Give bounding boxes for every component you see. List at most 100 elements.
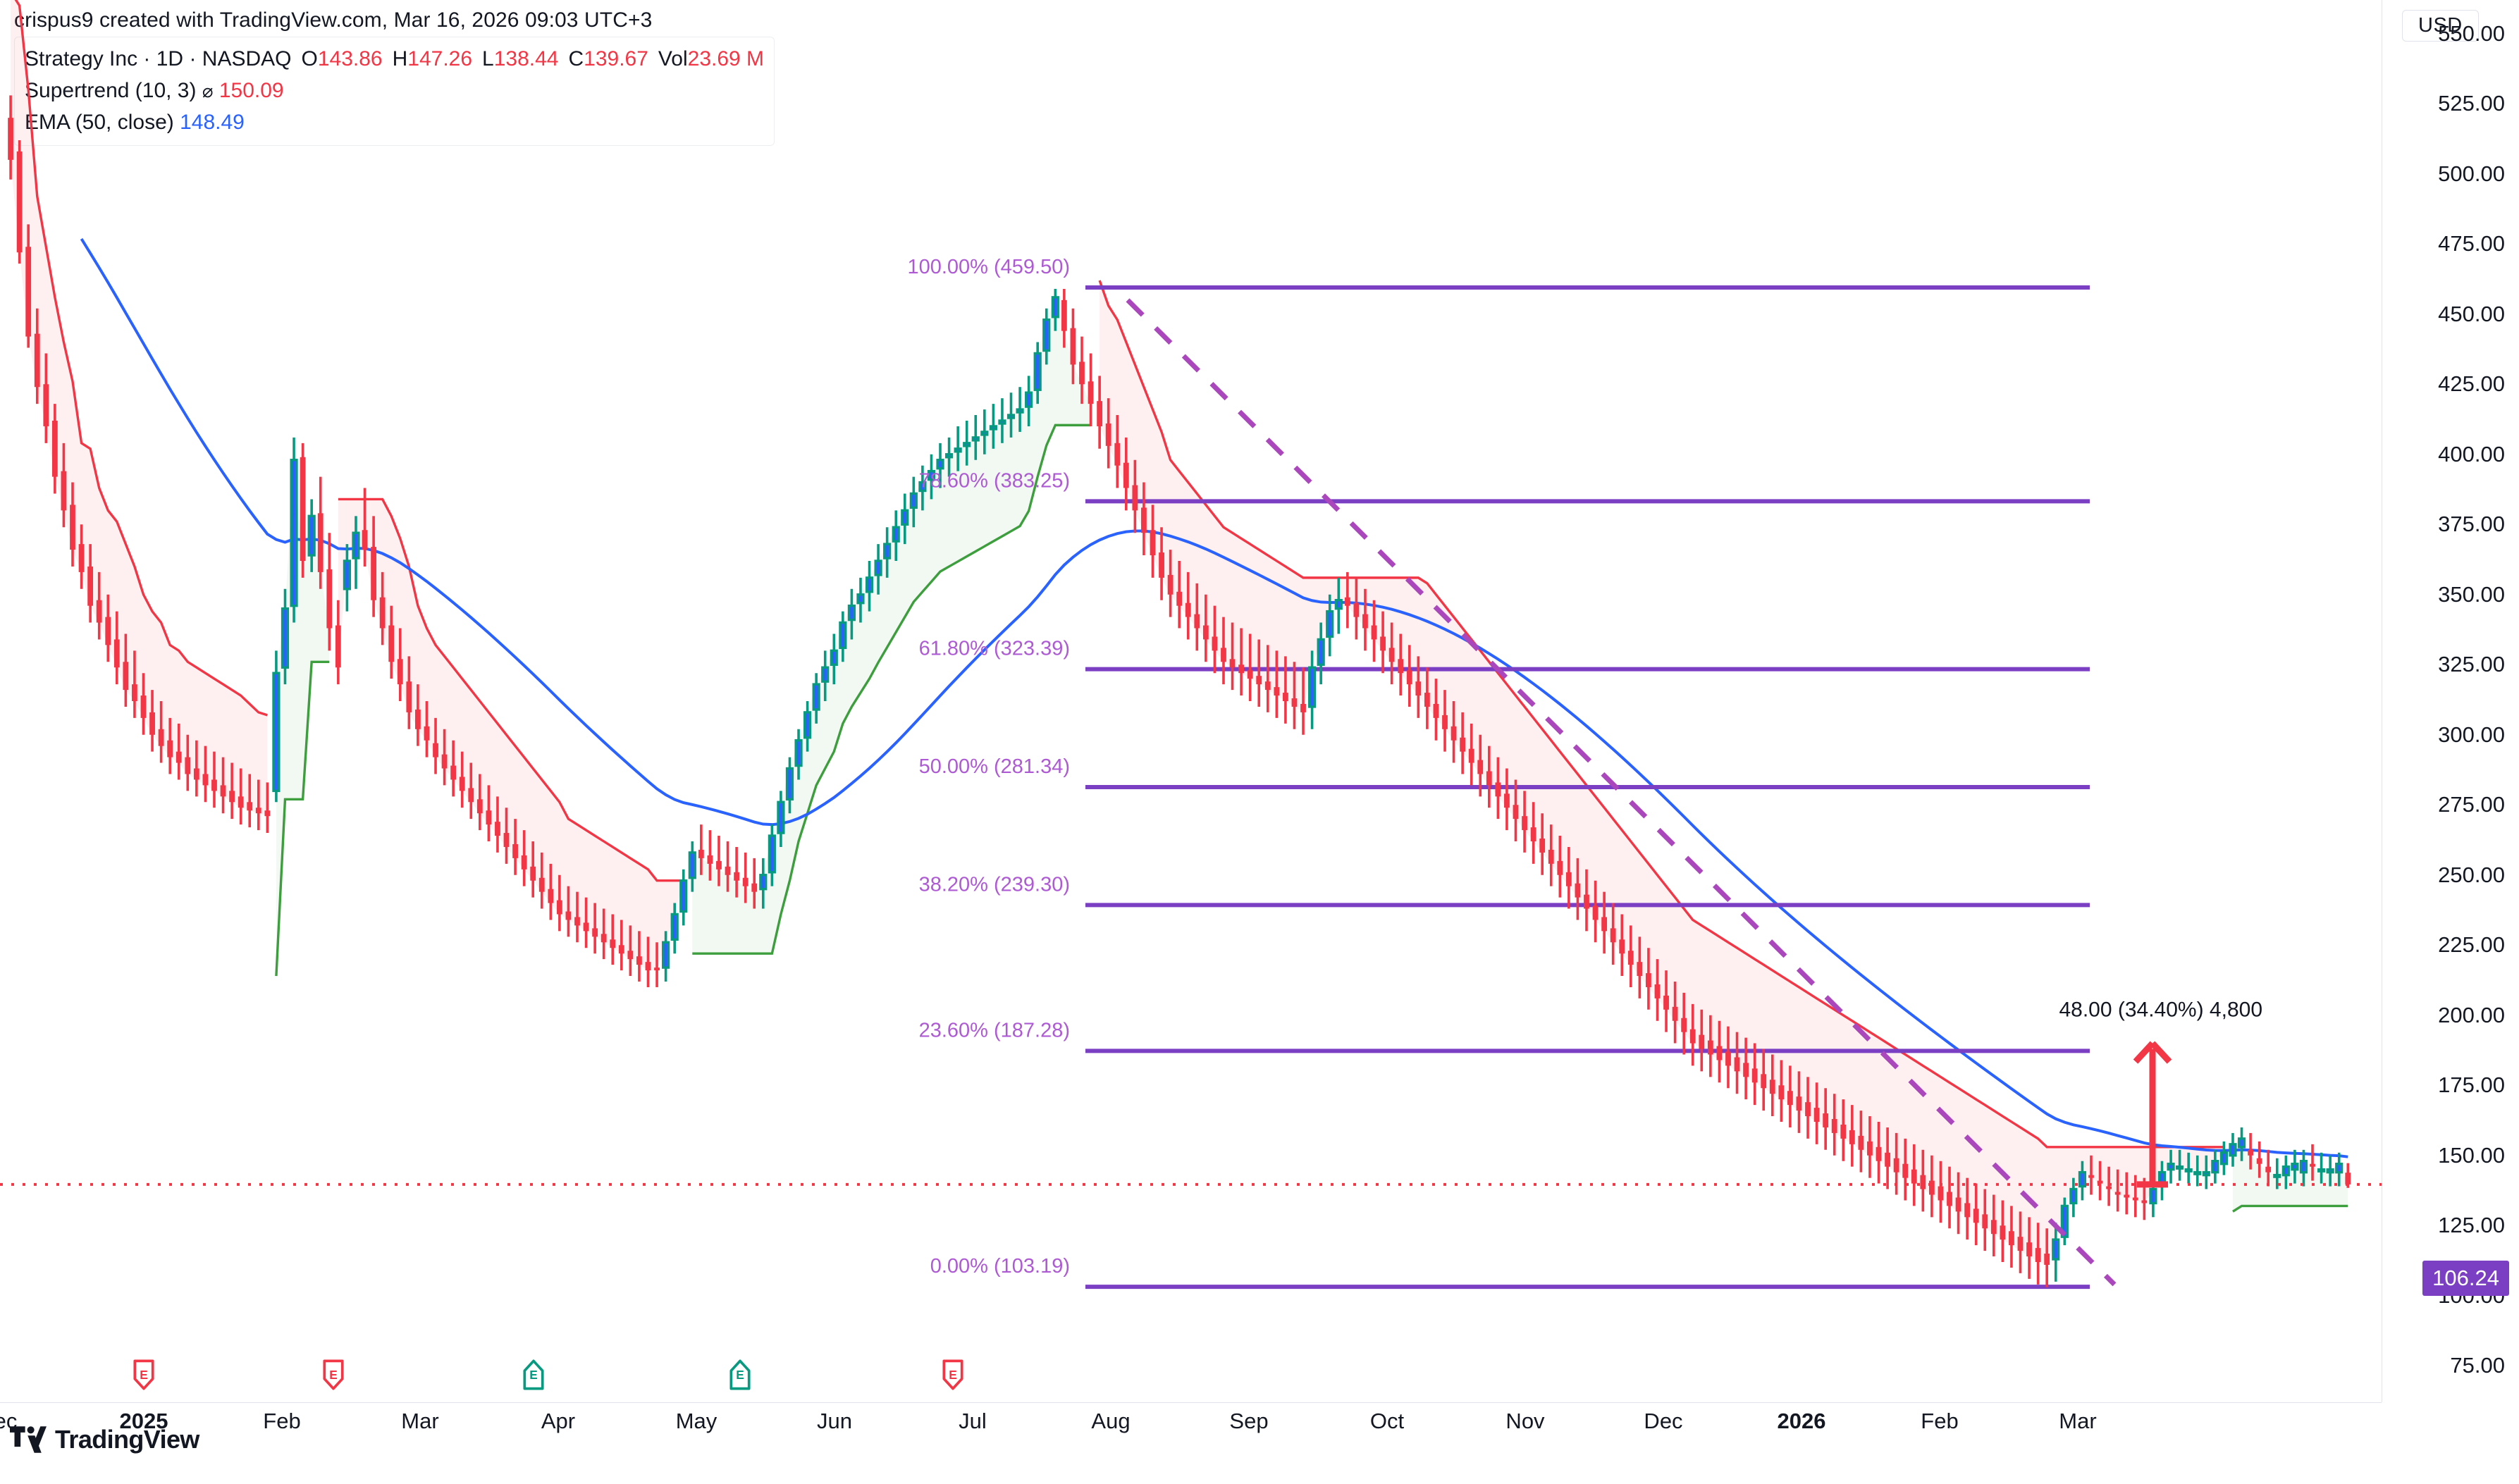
candlestick[interactable] <box>1964 1177 1971 1240</box>
candlestick[interactable] <box>2114 1169 2121 1212</box>
candlestick[interactable] <box>980 409 989 455</box>
candlestick[interactable] <box>1699 1009 1705 1072</box>
candlestick[interactable] <box>459 751 465 808</box>
candlestick[interactable] <box>2273 1158 2281 1189</box>
candlestick[interactable] <box>794 729 803 780</box>
candlestick[interactable] <box>1548 824 1554 886</box>
candlestick[interactable] <box>2219 1141 2229 1175</box>
candlestick[interactable] <box>1388 622 1395 685</box>
candlestick[interactable] <box>521 830 527 886</box>
current-price-badge[interactable]: 106.24 <box>2422 1260 2509 1296</box>
tradingview-logo[interactable]: TradingView <box>10 1425 199 1454</box>
candlestick[interactable] <box>1681 992 1687 1055</box>
candlestick[interactable] <box>406 656 412 729</box>
candlestick[interactable] <box>679 869 688 926</box>
candlestick[interactable] <box>1406 645 1412 707</box>
candlestick[interactable] <box>963 421 971 466</box>
candlestick[interactable] <box>1247 633 1253 701</box>
candlestick[interactable] <box>909 476 918 528</box>
candlestick[interactable] <box>2256 1141 2262 1178</box>
indicator-name-supertrend[interactable]: Supertrend (10, 3) <box>25 79 197 102</box>
candlestick[interactable] <box>645 936 651 987</box>
candlestick[interactable] <box>2097 1161 2103 1201</box>
candlestick[interactable] <box>441 729 448 786</box>
candlestick[interactable] <box>1867 1116 1873 1178</box>
candlestick[interactable] <box>1769 1054 1775 1117</box>
candlestick[interactable] <box>1584 869 1589 932</box>
candlestick[interactable] <box>883 527 892 578</box>
candlestick[interactable] <box>123 633 129 707</box>
candlestick[interactable] <box>583 897 589 948</box>
candlestick[interactable] <box>415 684 421 746</box>
candlestick[interactable] <box>777 791 785 847</box>
candlestick[interactable] <box>734 846 739 898</box>
candlestick[interactable] <box>307 499 316 572</box>
candlestick[interactable] <box>618 920 624 971</box>
candlestick[interactable] <box>1141 482 1147 556</box>
candlestick[interactable] <box>424 701 430 758</box>
candlestick[interactable] <box>1522 791 1527 853</box>
candlestick[interactable] <box>1088 353 1094 426</box>
candlestick[interactable] <box>592 903 598 954</box>
candlestick[interactable] <box>433 717 438 774</box>
earnings-marker-icon[interactable]: E <box>729 1359 751 1394</box>
candlestick[interactable] <box>1627 925 1634 987</box>
candlestick[interactable] <box>2291 1149 2299 1184</box>
candlestick[interactable] <box>2017 1211 2024 1273</box>
candlestick[interactable] <box>989 404 997 449</box>
candlestick[interactable] <box>688 841 696 892</box>
candlestick[interactable] <box>654 942 660 987</box>
candlestick[interactable] <box>1982 1189 1988 1251</box>
candlestick[interactable] <box>1185 571 1191 640</box>
symbol-name[interactable]: Strategy Inc <box>25 47 138 70</box>
candlestick[interactable] <box>96 571 102 640</box>
candlestick[interactable] <box>1274 650 1280 718</box>
candlestick[interactable] <box>1637 936 1643 998</box>
candlestick[interactable] <box>856 577 865 623</box>
candlestick[interactable] <box>1042 308 1051 365</box>
candlestick[interactable] <box>229 762 235 820</box>
candlestick[interactable] <box>2052 1223 2060 1282</box>
candlestick[interactable] <box>264 782 271 834</box>
candlestick[interactable] <box>1150 505 1156 578</box>
candlestick[interactable] <box>51 404 58 494</box>
candlestick[interactable] <box>892 510 900 561</box>
candlestick[interactable] <box>636 931 642 982</box>
candlestick[interactable] <box>565 886 572 937</box>
candlestick[interactable] <box>1477 734 1484 797</box>
candlestick[interactable] <box>1291 662 1298 729</box>
candlestick[interactable] <box>2229 1132 2237 1167</box>
candlestick[interactable] <box>2035 1223 2041 1285</box>
long-position-annotation-layer[interactable]: 48.00 (34.40%) 4,800 <box>2059 998 2262 1188</box>
candlestick[interactable] <box>1689 1003 1696 1066</box>
candlestick[interactable] <box>936 443 944 488</box>
candlestick[interactable] <box>140 673 147 735</box>
candlestick[interactable] <box>1353 577 1360 640</box>
candlestick[interactable] <box>1033 342 1042 404</box>
candlestick[interactable] <box>707 830 713 881</box>
time-scale[interactable]: ec 2025 Feb Mar Apr May Jun Jul Aug Sep Oct Nov Dec 2… <box>0 1359 2382 1444</box>
candlestick[interactable] <box>1513 779 1519 841</box>
price-scale[interactable]: USD 550.00 525.00 500.00 475.00 450.00 425.00… <box>2382 0 2519 1402</box>
candlestick[interactable] <box>317 476 324 589</box>
candlestick[interactable] <box>1167 550 1174 617</box>
candlestick[interactable] <box>1831 1094 1837 1156</box>
candlestick[interactable] <box>1097 376 1103 449</box>
candlestick[interactable] <box>627 925 634 977</box>
candlestick[interactable] <box>830 633 838 685</box>
candlestick[interactable] <box>202 746 209 803</box>
candlestick[interactable] <box>1334 577 1343 634</box>
candlestick[interactable] <box>326 533 333 651</box>
candlestick[interactable] <box>1326 594 1334 657</box>
candlestick[interactable] <box>2000 1200 2006 1262</box>
candlestick[interactable] <box>2124 1172 2130 1215</box>
candlestick[interactable] <box>450 740 457 797</box>
candlestick[interactable] <box>865 561 874 612</box>
candlestick[interactable] <box>1654 959 1661 1021</box>
candlestick[interactable] <box>1202 594 1209 662</box>
candlestick[interactable] <box>1885 1127 1890 1189</box>
candlestick[interactable] <box>290 437 298 623</box>
candlestick[interactable] <box>1734 1032 1740 1094</box>
candlestick[interactable] <box>812 673 820 724</box>
chart-legend-panel[interactable]: Strategy Inc · 1D · NASDAQ O143.86 H147.26… <box>14 37 775 146</box>
